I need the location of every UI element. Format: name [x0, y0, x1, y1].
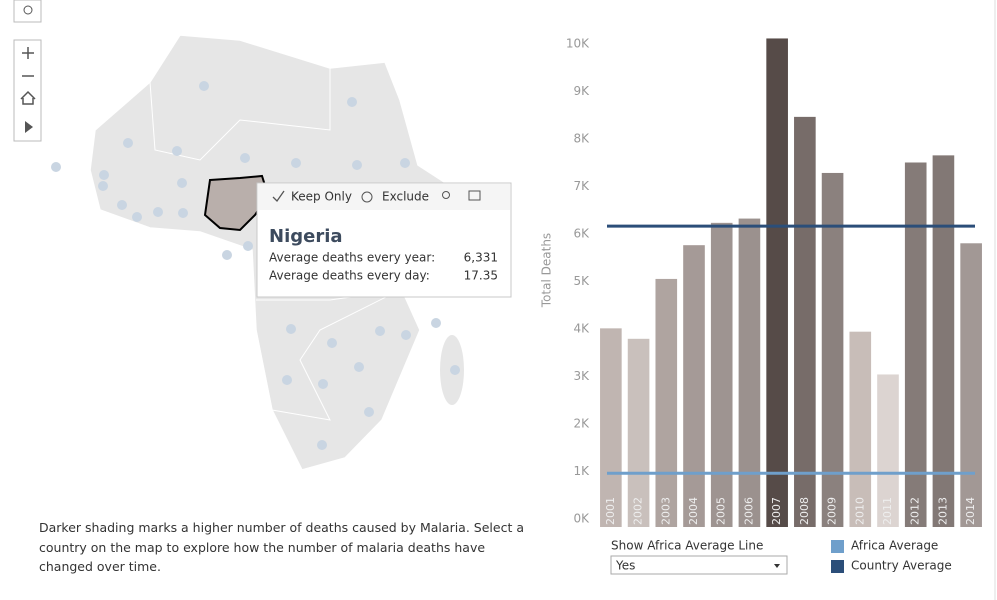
- bar: [904, 162, 927, 528]
- bar-chart: 0K 1K 2K 3K 4K 5K 6K 7K 8K 9K 10K 2001 2002 2003 2004 2…: [566, 36, 982, 528]
- legend-swatch: [831, 560, 844, 573]
- exclude[interactable]: Exclude: [382, 190, 429, 204]
- y-tick-label: 7K: [573, 179, 590, 193]
- play-icon[interactable]: [25, 121, 33, 133]
- x-tick-label: 2014: [964, 497, 977, 525]
- dropdown-value: Yes: [615, 559, 635, 573]
- x-tick-label: 2001: [604, 497, 617, 525]
- legend-label: Country Average: [851, 559, 952, 573]
- tooltip-label: Average deaths every year:: [269, 251, 435, 265]
- bar: [877, 374, 899, 527]
- x-tick-label: 2008: [798, 497, 811, 525]
- bar: [600, 328, 622, 527]
- nigeria: [203, 174, 270, 232]
- bar: [738, 218, 761, 527]
- x-tick-label: 2004: [687, 497, 700, 525]
- y-tick-label: 3K: [573, 369, 590, 383]
- dropdown[interactable]: [610, 555, 788, 575]
- bar: [932, 155, 955, 527]
- bar: [849, 331, 872, 527]
- y-tick-label: 2K: [573, 416, 590, 430]
- y-tick-label: 1K: [573, 464, 590, 478]
- zoom-icons: [20, 47, 36, 105]
- tooltip-label: Average deaths every day:: [269, 269, 430, 283]
- border: [256, 289, 401, 421]
- search-button[interactable]: [13, 0, 42, 23]
- y-tick-label: 6K: [573, 226, 590, 240]
- y-tick-label: 0K: [573, 512, 590, 526]
- dropdown-arrow: [774, 564, 780, 568]
- x-tick-label: 2002: [632, 497, 645, 525]
- tooltip-toolbar: [258, 184, 510, 210]
- tooltip: Keep Only Exclude Nigeria Average deaths…: [256, 182, 512, 298]
- table-icon[interactable]: [468, 190, 481, 201]
- keep-only[interactable]: Keep Only: [291, 190, 352, 204]
- map-dots: [51, 81, 460, 450]
- search-icon: [23, 5, 33, 15]
- x-tick-label: 2010: [853, 497, 866, 525]
- tooltip-value: 6,331: [464, 251, 498, 265]
- x-tick-label: 2006: [742, 497, 755, 525]
- x-tick-label: 2007: [770, 497, 783, 525]
- y-tick-label: 5K: [573, 274, 590, 288]
- bar: [821, 172, 844, 527]
- exclude-icon: [361, 191, 373, 203]
- bar: [683, 245, 705, 527]
- bar: [794, 116, 816, 528]
- legend: Africa Average Country Average: [831, 539, 952, 573]
- tooltip-title: Nigeria: [269, 226, 343, 247]
- y-tick-label: 10K: [566, 36, 590, 50]
- tooltip-value: 17.35: [464, 269, 498, 283]
- border: [149, 68, 331, 161]
- filter-label: Show Africa Average Line: [611, 539, 763, 553]
- check-icon: [272, 190, 285, 203]
- x-tick-label: 2003: [659, 497, 672, 525]
- x-tick-label: 2005: [715, 497, 728, 525]
- x-tick-label: 2013: [936, 497, 949, 525]
- y-tick-label: 8K: [573, 131, 590, 145]
- bar: [960, 243, 982, 528]
- bar: [766, 38, 788, 528]
- legend-swatch: [831, 540, 844, 553]
- bar: [710, 222, 733, 527]
- y-axis-label: Total Deaths: [540, 233, 554, 308]
- description: Darker shading marks a higher number of …: [39, 520, 524, 574]
- x-tick-label: 2009: [826, 497, 839, 525]
- map-controls: [13, 0, 42, 142]
- legend-label: Africa Average: [851, 539, 938, 553]
- y-tick-label: 9K: [573, 84, 590, 98]
- bar: [627, 338, 650, 527]
- y-tick-label: 4K: [573, 321, 590, 335]
- x-tick-label: 2012: [909, 497, 922, 525]
- x-tick-label: 2011: [881, 497, 894, 525]
- bulb-icon[interactable]: [442, 191, 450, 199]
- bar: [655, 278, 678, 527]
